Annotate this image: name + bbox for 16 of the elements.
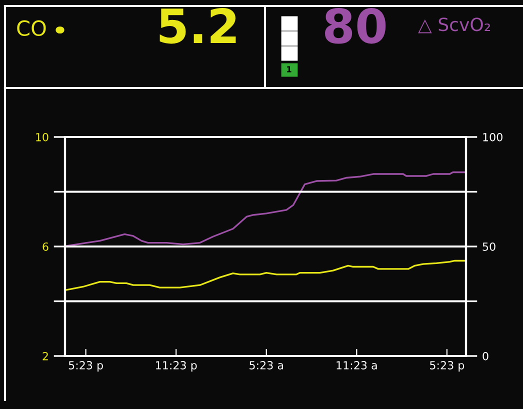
y-tick-label: 2 xyxy=(42,352,48,360)
x-tick-label: 11:23 p xyxy=(156,361,197,372)
text: CO xyxy=(17,20,46,36)
text: 80 xyxy=(325,8,386,44)
x-tick-label: 5:23 p xyxy=(430,361,464,372)
text: △ ScvO₂ xyxy=(418,18,490,34)
text: 5.2 xyxy=(160,8,236,44)
y-tick-label: 6 xyxy=(42,242,48,251)
y2-tick-label: 50 xyxy=(482,242,496,251)
y2-tick-label: 100 xyxy=(483,132,502,142)
y2-tick-label: 0 xyxy=(482,352,488,360)
x-tick-label: 5:23 a xyxy=(250,361,284,370)
x-tick-label: 5:23 p xyxy=(68,361,103,372)
y-tick-label: 10 xyxy=(36,132,48,142)
text: 1 xyxy=(287,66,292,72)
x-tick-label: 11:23 a xyxy=(336,361,377,370)
